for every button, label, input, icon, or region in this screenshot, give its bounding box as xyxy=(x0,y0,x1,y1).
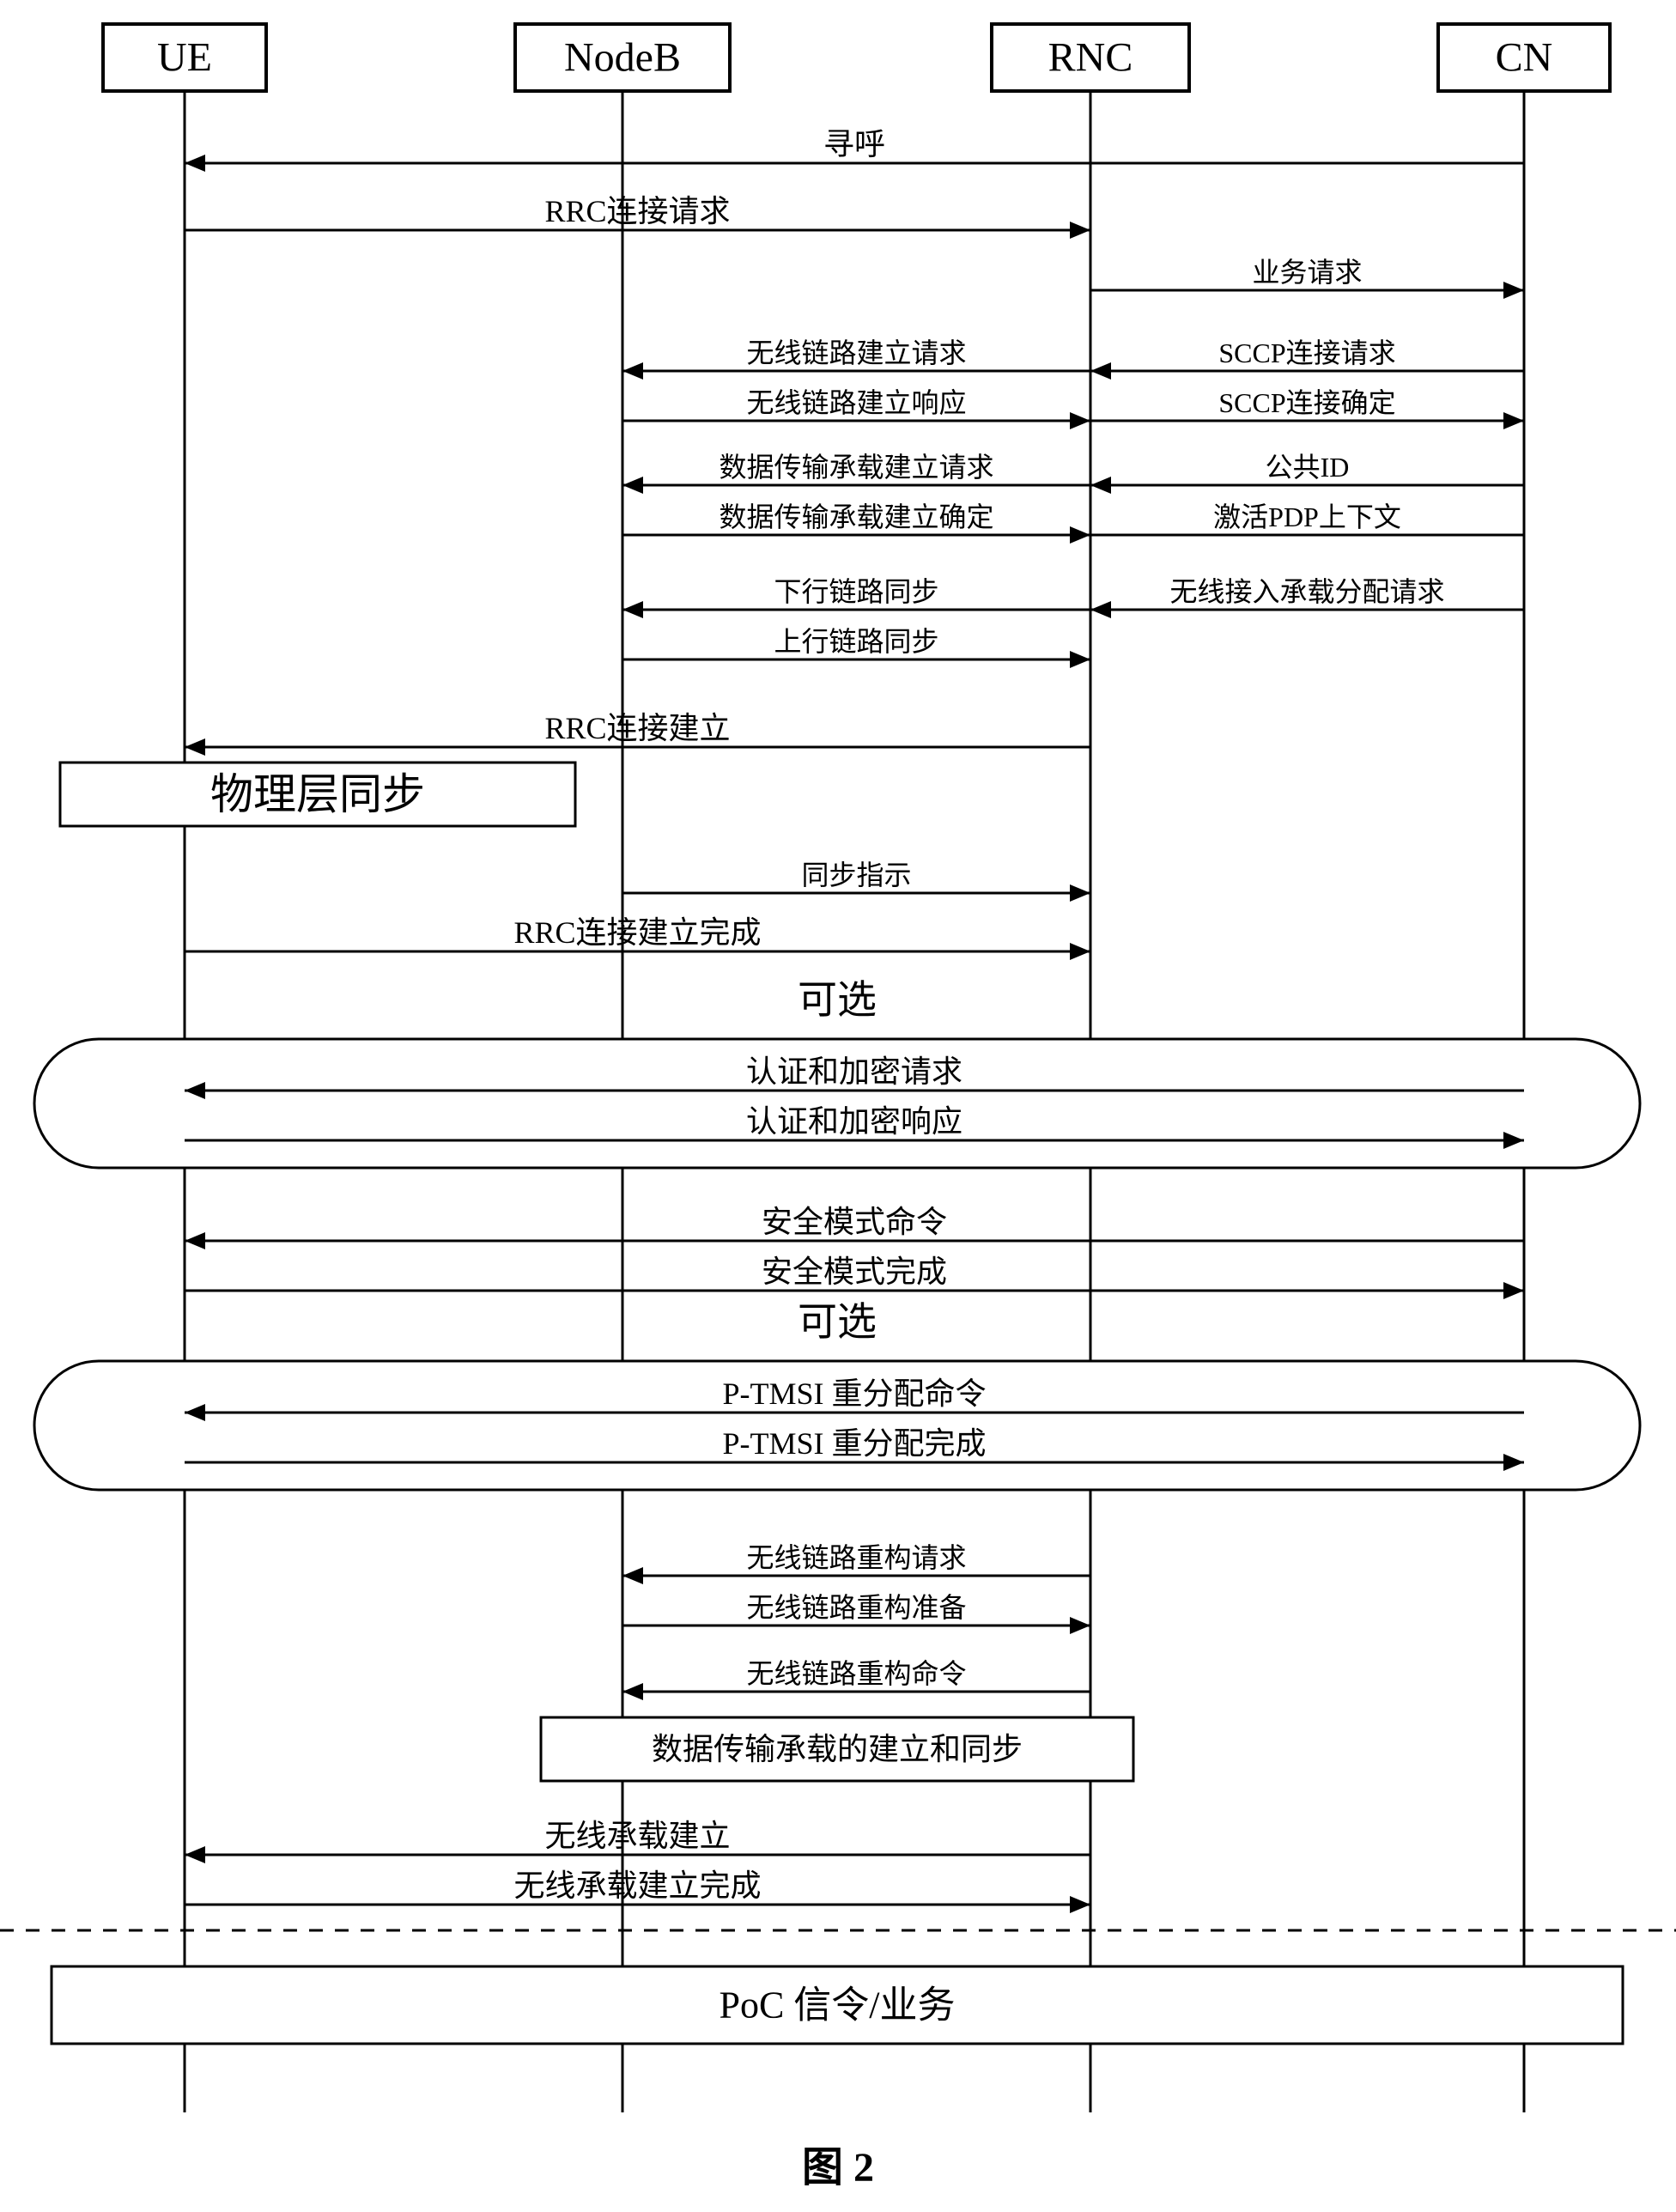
message-label: RRC连接请求 xyxy=(544,194,730,228)
actor-label-rnc: RNC xyxy=(1048,35,1133,81)
message-label: 无线承载建立 xyxy=(544,1819,730,1853)
message-label: RRC连接建立完成 xyxy=(513,915,761,950)
message-label: P-TMSI 重分配命令 xyxy=(722,1376,986,1411)
message-label: 无线链路重构准备 xyxy=(746,1592,966,1623)
sequence-diagram: UE NodeB RNC CN 寻呼 RRC连接请求业务请求无线链路建立请求 SCCP连接请… xyxy=(0,0,1676,2212)
figure-caption: 图 2 xyxy=(802,2145,874,2191)
note-label: 物理层同步 xyxy=(210,770,425,818)
message-label: 安全模式命令 xyxy=(762,1205,947,1239)
message-label: 无线链路建立请求 xyxy=(746,337,966,368)
optional-label: 可选 xyxy=(798,1300,877,1344)
actor-label-ue: UE xyxy=(157,35,212,81)
message-label: 公共ID xyxy=(1266,452,1350,483)
message-label: 激活PDP上下文 xyxy=(1213,501,1401,532)
message-label: 认证和加密请求 xyxy=(746,1054,962,1089)
message-label: 无线链路重构请求 xyxy=(746,1542,966,1573)
message-label: 认证和加密响应 xyxy=(746,1104,962,1139)
message-label: 无线承载建立完成 xyxy=(513,1869,761,1903)
optional-label: 可选 xyxy=(798,978,877,1022)
message-label: 上行链路同步 xyxy=(774,626,938,657)
message-label: RRC连接建立 xyxy=(544,711,730,745)
actor-label-cn: CN xyxy=(1496,35,1553,81)
note-label: 数据传输承载的建立和同步 xyxy=(652,1732,1023,1766)
message-label: 同步指示 xyxy=(801,860,911,890)
message-label: P-TMSI 重分配完成 xyxy=(722,1426,986,1461)
message-label: 业务请求 xyxy=(1252,257,1362,288)
message-label: 数据传输承载建立请求 xyxy=(719,452,993,483)
message-label: 安全模式完成 xyxy=(762,1255,947,1289)
message-label: 下行链路同步 xyxy=(774,576,938,607)
message-label: 数据传输承载建立确定 xyxy=(719,501,993,532)
actor-label-nodeb: NodeB xyxy=(564,35,681,81)
message-label: 无线链路建立响应 xyxy=(746,387,966,418)
message-label: 寻呼 xyxy=(823,127,885,161)
message-label: 无线接入承载分配请求 xyxy=(1169,576,1444,607)
message-label: SCCP连接确定 xyxy=(1218,387,1395,418)
message-label: 无线链路重构命令 xyxy=(746,1658,966,1689)
note-label: PoC 信令/业务 xyxy=(719,1984,955,2027)
message-label: SCCP连接请求 xyxy=(1218,337,1395,368)
